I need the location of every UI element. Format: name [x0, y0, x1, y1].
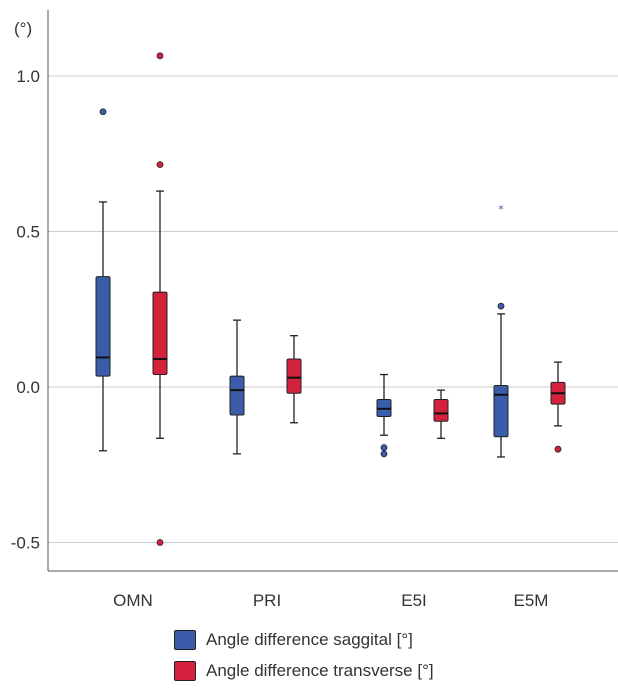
outlier-point: [156, 161, 164, 169]
y-tick-label: -0.5: [11, 534, 40, 553]
box-3b5ca8-OMN: [95, 108, 111, 452]
iqr-box: [493, 384, 509, 438]
legend-swatch-transverse: [174, 661, 196, 681]
legend-label-transverse: Angle difference transverse [°]: [206, 661, 434, 680]
box-plot-chart: (°) 1.0 0.5 0.0 -0.5 OMN PRI E5I E5M *: [11, 10, 618, 610]
x-tick-label: OMN: [113, 591, 153, 610]
box-3b5ca8-E5M: *: [493, 203, 509, 458]
box-d4213d-E5M: [550, 361, 566, 453]
x-tick-label: E5I: [401, 591, 427, 610]
outlier-point: [156, 539, 164, 546]
box-d4213d-OMN: [152, 52, 168, 546]
iqr-box: [152, 291, 168, 376]
y-unit-label: (°): [14, 19, 32, 38]
iqr-box: [95, 276, 111, 377]
iqr-box: [229, 375, 245, 416]
x-tick-labels: OMN PRI E5I E5M: [113, 591, 548, 610]
box-d4213d-E5I: [433, 389, 449, 439]
y-tick-labels: 1.0 0.5 0.0 -0.5: [11, 67, 40, 553]
outlier-point: [497, 302, 505, 310]
box-3b5ca8-PRI: [229, 319, 245, 455]
iqr-box: [286, 358, 302, 394]
legend-item-saggital: Angle difference saggital [°]: [174, 627, 434, 653]
x-tick-label: PRI: [253, 591, 281, 610]
box-3b5ca8-E5I: [376, 373, 392, 458]
grid-lines: [48, 75, 618, 543]
y-tick-label: 0.5: [16, 223, 40, 242]
extreme-point: *: [498, 203, 504, 216]
legend-label-saggital: Angle difference saggital [°]: [206, 630, 413, 649]
outlier-point: [554, 445, 562, 453]
outlier-point: [380, 450, 388, 458]
outlier-point: [99, 108, 107, 116]
legend-swatch-saggital: [174, 630, 196, 650]
y-tick-label: 0.0: [16, 378, 40, 397]
outlier-point: [156, 52, 164, 60]
iqr-box: [433, 398, 449, 422]
legend-item-transverse: Angle difference transverse [°]: [174, 658, 434, 684]
x-tick-label: E5M: [514, 591, 549, 610]
box-d4213d-PRI: [286, 335, 302, 424]
y-tick-label: 1.0: [16, 67, 40, 86]
outlier-point: [380, 444, 388, 452]
legend: Angle difference saggital [°] Angle diff…: [174, 627, 434, 689]
boxes: *: [95, 52, 566, 546]
